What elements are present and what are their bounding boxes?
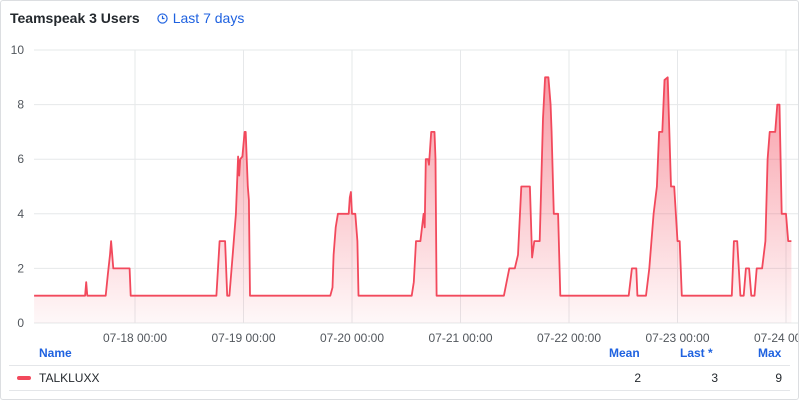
time-series-chart[interactable]: 0 2 4 6 8 10 07-18 00:00 07-19 00:00 07-20 00:00… xyxy=(1,37,798,347)
x-tick-label: 07-20 00:00 xyxy=(320,331,384,345)
legend-bottom-divider xyxy=(9,390,790,391)
series-line-talkluxx xyxy=(34,76,792,297)
x-tick-label: 07-22 00:00 xyxy=(537,331,601,345)
legend-max-value: 9 xyxy=(775,371,782,385)
y-tick-label: 4 xyxy=(17,207,24,221)
y-tick-label: 10 xyxy=(11,43,25,57)
legend-header-last[interactable]: Last * xyxy=(680,346,713,360)
legend-header-max[interactable]: Max xyxy=(758,346,782,360)
time-range-button[interactable]: Last 7 days xyxy=(157,10,245,26)
panel-title[interactable]: Teamspeak 3 Users xyxy=(10,10,140,26)
legend-header-mean[interactable]: Mean xyxy=(609,346,640,360)
y-tick-label: 0 xyxy=(17,316,24,330)
legend-last-value: 3 xyxy=(711,371,718,385)
y-tick-label: 8 xyxy=(17,98,24,112)
time-range-label: Last 7 days xyxy=(172,10,245,26)
legend-header-name[interactable]: Name xyxy=(39,346,72,360)
series-color-swatch[interactable] xyxy=(17,376,31,380)
series-area-fill xyxy=(34,77,792,323)
legend-row[interactable]: TALKLUXX 2 3 9 xyxy=(1,367,798,389)
x-tick-label: 07-19 00:00 xyxy=(211,331,275,345)
y-tick-label: 6 xyxy=(17,152,24,166)
x-tick-label: 07-23 00:00 xyxy=(645,331,709,345)
x-tick-label: 07-24 00:00 xyxy=(754,331,798,345)
legend-divider xyxy=(9,365,790,366)
y-tick-label: 2 xyxy=(17,261,24,275)
legend-mean-value: 2 xyxy=(634,371,641,385)
clock-icon xyxy=(157,12,168,24)
legend-series-name[interactable]: TALKLUXX xyxy=(39,371,100,385)
x-tick-label: 07-21 00:00 xyxy=(428,331,492,345)
x-tick-label: 07-18 00:00 xyxy=(103,331,167,345)
panel-header: Teamspeak 3 Users Last 7 days xyxy=(1,1,798,35)
